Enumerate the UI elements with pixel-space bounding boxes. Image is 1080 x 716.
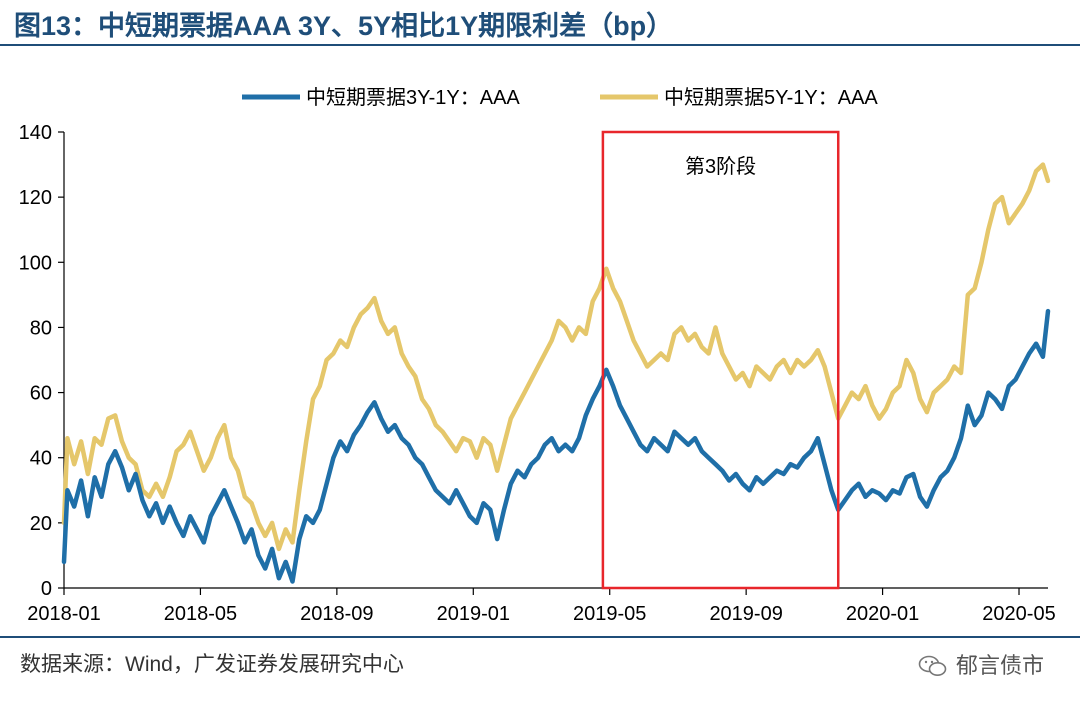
line-chart: 中短期票据3Y-1Y：AAA 中短期票据5Y-1Y：AAA 0 20 40 60 80 1… bbox=[19, 86, 1056, 625]
series-line-5y bbox=[61, 162, 1051, 552]
chart-title: 图13：中短期票据AAA 3Y、5Y相比1Y期限利差（bp） bbox=[14, 11, 674, 41]
y-tick-label: 60 bbox=[30, 383, 52, 405]
phase-3-highlight-box bbox=[601, 130, 840, 590]
y-tick-label: 40 bbox=[30, 448, 52, 470]
x-tick-label: 2018-05 bbox=[164, 603, 237, 625]
x-tick-label: 2018-01 bbox=[27, 603, 100, 625]
x-tick-label: 2020-01 bbox=[846, 603, 919, 625]
series-line-3y bbox=[61, 308, 1051, 584]
phase-3-label: 第3阶段 bbox=[685, 155, 756, 178]
legend-label-3y: 中短期票据3Y-1Y：AAA bbox=[306, 86, 520, 109]
x-tick-label: 2018-09 bbox=[300, 603, 373, 625]
x-tick-label: 2019-09 bbox=[709, 603, 782, 625]
wechat-icon bbox=[918, 655, 947, 676]
y-tick-label: 120 bbox=[19, 187, 52, 209]
series-layer bbox=[61, 162, 1051, 584]
y-tick-label: 140 bbox=[19, 122, 52, 144]
x-tick-label: 2019-05 bbox=[573, 603, 646, 625]
y-tick-label: 0 bbox=[41, 578, 52, 600]
y-tick-label: 80 bbox=[30, 317, 52, 339]
legend-label-5y: 中短期票据5Y-1Y：AAA bbox=[664, 86, 878, 109]
x-tick-label: 2019-01 bbox=[437, 603, 510, 625]
axes: 0 20 40 60 80 100 120 140 2018-01 2018-05 2018-09 2… bbox=[19, 122, 1056, 625]
data-source: 数据来源：Wind，广发证券发展研究中心 bbox=[20, 653, 404, 676]
legend: 中短期票据3Y-1Y：AAA 中短期票据5Y-1Y：AAA bbox=[242, 86, 878, 109]
footer-rule bbox=[0, 636, 1080, 638]
watermark-text: 郁言债市 bbox=[955, 653, 1044, 678]
y-tick-label: 100 bbox=[19, 252, 52, 274]
title-underline bbox=[0, 44, 1080, 46]
x-tick-label: 2020-05 bbox=[982, 603, 1055, 625]
annotation-layer: 第3阶段 bbox=[601, 130, 840, 590]
y-tick-label: 20 bbox=[30, 513, 52, 535]
watermark: 郁言债市 bbox=[918, 648, 1044, 680]
